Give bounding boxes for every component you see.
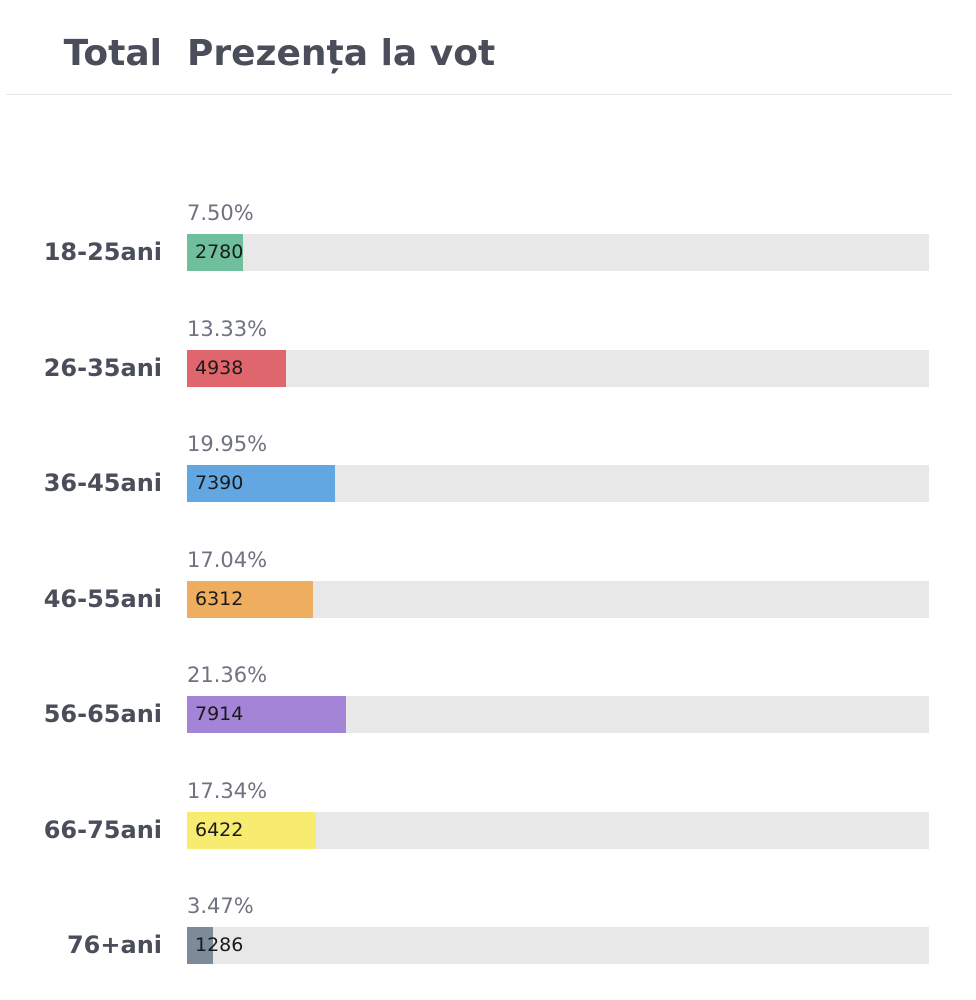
- bar-track: 4938: [187, 350, 929, 387]
- bar-row: 36-45ani 19.95% 7390: [0, 431, 976, 511]
- category-label: 36-45ani: [43, 469, 162, 497]
- bar-value-label: 2780: [195, 241, 244, 263]
- bar: [187, 581, 313, 618]
- category-label: 66-75ani: [43, 816, 162, 844]
- bar: [187, 350, 286, 387]
- bar-value-label: 4938: [195, 357, 244, 379]
- percent-label: 19.95%: [187, 432, 268, 456]
- header: Total Prezența la vot: [0, 0, 976, 96]
- bar-value-label: 7914: [195, 703, 244, 725]
- bar-track: 1286: [187, 927, 929, 964]
- total-label: Total: [63, 33, 162, 74]
- bar: [187, 812, 316, 849]
- chart-title: Prezența la vot: [187, 33, 496, 74]
- bar-track: 2780: [187, 234, 929, 271]
- percent-label: 3.47%: [187, 894, 254, 918]
- bar-value-label: 7390: [195, 472, 244, 494]
- bar: [187, 927, 213, 964]
- bar: [187, 696, 346, 733]
- percent-label: 17.34%: [187, 779, 268, 803]
- bar-row: 56-65ani 21.36% 7914: [0, 662, 976, 742]
- bar-row: 76+ani 3.47% 1286: [0, 893, 976, 973]
- header-divider: [6, 94, 952, 95]
- category-label: 26-35ani: [43, 354, 162, 382]
- bar-value-label: 6422: [195, 819, 244, 841]
- bar: [187, 234, 243, 271]
- bar-track: 7914: [187, 696, 929, 733]
- bar-row: 66-75ani 17.34% 6422: [0, 778, 976, 858]
- category-label: 56-65ani: [43, 700, 162, 728]
- bar-track: 6422: [187, 812, 929, 849]
- bar-track: 6312: [187, 581, 929, 618]
- category-label: 46-55ani: [43, 585, 162, 613]
- bar-row: 46-55ani 17.04% 6312: [0, 547, 976, 627]
- bar-row: 26-35ani 13.33% 4938: [0, 316, 976, 396]
- percent-label: 17.04%: [187, 548, 268, 572]
- category-label: 18-25ani: [43, 238, 162, 266]
- percent-label: 7.50%: [187, 201, 254, 225]
- bar-value-label: 6312: [195, 588, 244, 610]
- bar-row: 18-25ani 7.50% 2780: [0, 200, 976, 280]
- category-label: 76+ani: [66, 931, 162, 959]
- bar-track: 7390: [187, 465, 929, 502]
- bar: [187, 465, 335, 502]
- percent-label: 21.36%: [187, 663, 268, 687]
- percent-label: 13.33%: [187, 317, 268, 341]
- bar-value-label: 1286: [195, 934, 244, 956]
